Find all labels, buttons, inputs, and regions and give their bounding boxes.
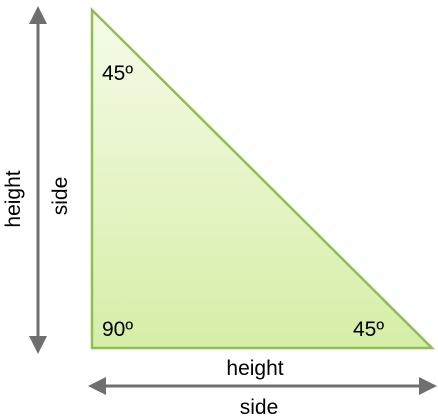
left-side-label: side <box>49 177 72 216</box>
vertical-double-arrow <box>29 6 47 354</box>
arrowhead-right-icon <box>419 377 437 395</box>
arrowhead-down-icon <box>29 336 47 354</box>
angle-label-top: 45º <box>102 62 133 85</box>
angle-label-bottom-right: 45º <box>353 318 384 341</box>
bottom-side-label: height <box>226 357 283 380</box>
arrowhead-left-icon <box>88 377 106 395</box>
horizontal-double-arrow <box>88 377 437 395</box>
left-outer-label: height <box>2 170 25 227</box>
bottom-outer-label: side <box>240 396 279 419</box>
arrowhead-up-icon <box>29 6 47 24</box>
angle-label-right-angle: 90º <box>102 318 133 341</box>
triangle-shape <box>90 6 436 350</box>
